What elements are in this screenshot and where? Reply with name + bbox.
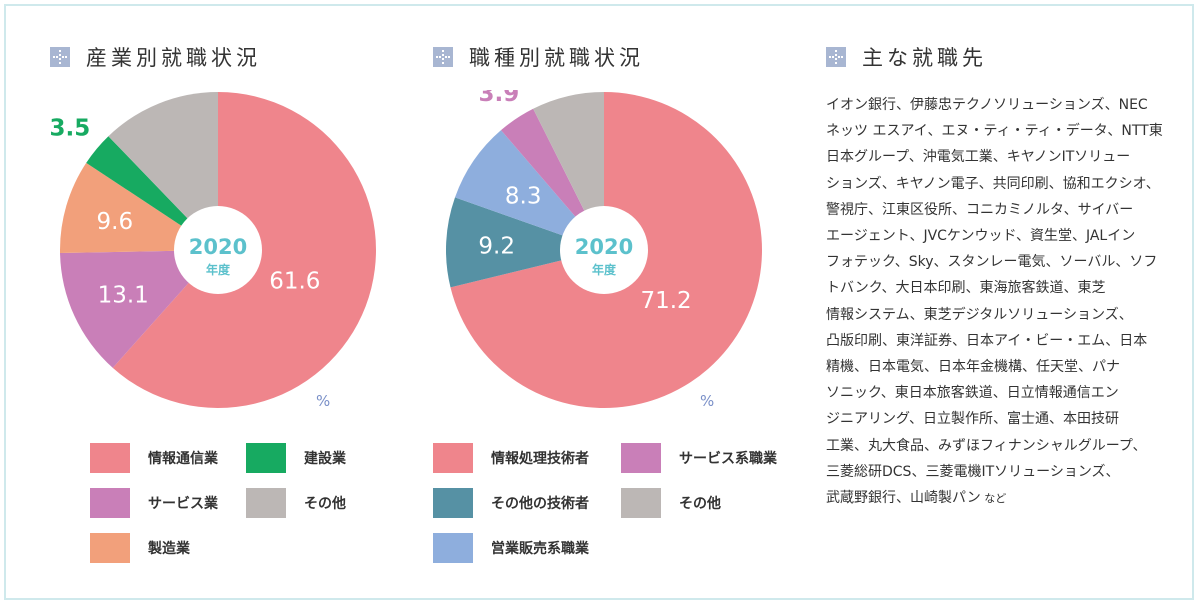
legend-label: その他の技術者 bbox=[491, 496, 589, 512]
legend-swatch bbox=[433, 533, 473, 563]
legend-item: 情報通信業 bbox=[90, 443, 218, 473]
pie-value-label: 8.3 bbox=[505, 184, 542, 210]
pie-value-label: 61.6 bbox=[269, 268, 320, 294]
industry-pie-chart: 61.6 13.1 9.6 3.5 2020 年度 bbox=[50, 92, 376, 409]
legend-label: 情報通信業 bbox=[148, 451, 218, 467]
pie-slice-1 bbox=[445, 197, 604, 288]
employers-line: 日本グループ、沖電気工業、キヤノンITソリュー bbox=[826, 149, 1131, 166]
legend-label: 営業販売系職業 bbox=[491, 541, 589, 557]
legend-swatch bbox=[433, 443, 473, 473]
occupation-pie-chart: 71.2 9.2 8.3 3.9 2020 年度 bbox=[445, 90, 762, 408]
employers-line: 三菱総研DCS、三菱電機ITソリューションズ、 bbox=[826, 463, 1120, 480]
legend-item: 情報処理技術者 bbox=[433, 443, 589, 473]
employers-line: 情報システム、東芝デジタルソリューションズ、 bbox=[826, 306, 1133, 323]
industry-section-title: 産業別就職状況 bbox=[86, 46, 261, 70]
legend-swatch bbox=[433, 488, 473, 518]
industry-section-header: 産業別就職状況 bbox=[50, 42, 261, 72]
employers-line: 精機、日本電気、日本年金機構、任天堂、パナ bbox=[826, 359, 1120, 376]
legend-item: その他 bbox=[246, 488, 346, 518]
legend-swatch bbox=[246, 443, 286, 473]
pie-slice-1 bbox=[60, 250, 218, 368]
employers-line: ジニアリング、日立製作所、富士通、本田技研 bbox=[826, 411, 1120, 428]
employers-line: トバンク、大日本印刷、東海旅客鉄道、東芝 bbox=[826, 280, 1106, 297]
legend-swatch bbox=[90, 488, 130, 518]
pie-value-label: 9.2 bbox=[478, 234, 515, 260]
employers-line: ションズ、キヤノン電子、共同印刷、協和エクシオ、 bbox=[826, 175, 1160, 192]
pie-center-circle bbox=[174, 206, 262, 294]
employers-section-header: 主な就職先 bbox=[826, 42, 987, 72]
employers-line: フォテック、Sky、スタンレー電気、ソーバル、ソフ bbox=[826, 254, 1158, 271]
pie-center-year: 2020 bbox=[575, 235, 633, 259]
legend-label: サービス系職業 bbox=[679, 451, 777, 467]
employers-line: 凸版印刷、東洋証券、日本アイ・ビー・エム、日本 bbox=[826, 332, 1148, 349]
industry-unit-label: % bbox=[316, 392, 331, 410]
pie-value-label: 3.5 bbox=[50, 116, 91, 142]
occupation-section-title: 職種別就職状況 bbox=[469, 46, 644, 70]
legend-label: 建設業 bbox=[304, 451, 346, 467]
page-frame bbox=[4, 4, 1194, 600]
legend-item: 営業販売系職業 bbox=[433, 533, 589, 563]
pie-center-sublabel: 年度 bbox=[592, 262, 617, 277]
legend-swatch bbox=[90, 443, 130, 473]
legend-swatch bbox=[621, 488, 661, 518]
employers-line: エージェント、JVCケンウッド、資生堂、JALイン bbox=[826, 228, 1136, 245]
pie-slice-2 bbox=[60, 162, 218, 253]
pie-slice-2 bbox=[455, 130, 604, 250]
legend-item: 建設業 bbox=[246, 443, 346, 473]
occupation-section-header: 職種別就職状況 bbox=[433, 42, 644, 72]
legend-item: 製造業 bbox=[90, 533, 190, 563]
pie-value-label: 3.9 bbox=[479, 90, 520, 107]
arrow-dots-icon bbox=[50, 47, 70, 67]
employers-section-title: 主な就職先 bbox=[862, 46, 987, 70]
legend-swatch bbox=[246, 488, 286, 518]
occupation-unit-label: % bbox=[700, 392, 715, 410]
pie-center-year: 2020 bbox=[189, 235, 247, 259]
pie-value-label: 13.1 bbox=[98, 283, 149, 309]
pie-center-sublabel: 年度 bbox=[206, 262, 231, 277]
legend-label: その他 bbox=[679, 496, 721, 512]
arrow-dots-icon bbox=[826, 47, 846, 67]
legend-label: 製造業 bbox=[148, 541, 190, 557]
employers-list: イオン銀行、伊藤忠テクノソリューションズ、NEC ネッツ エスアイ、エヌ・ティ・テ… bbox=[826, 92, 1166, 512]
employers-suffix: など bbox=[980, 492, 1007, 506]
legend-item: サービス業 bbox=[90, 488, 218, 518]
pie-value-label: 9.6 bbox=[97, 209, 134, 235]
employers-line: ネッツ エスアイ、エヌ・ティ・ティ・データ、NTT東 bbox=[826, 123, 1163, 140]
employers-line: 警視庁、江東区役所、コニカミノルタ、サイバー bbox=[826, 201, 1134, 218]
legend-item: その他の技術者 bbox=[433, 488, 589, 518]
legend-item: サービス系職業 bbox=[621, 443, 777, 473]
legend-swatch bbox=[621, 443, 661, 473]
employers-line: イオン銀行、伊藤忠テクノソリューションズ、NEC bbox=[826, 97, 1148, 113]
pie-center-circle bbox=[560, 206, 648, 294]
pie-value-label: 71.2 bbox=[640, 288, 691, 314]
legend-item: その他 bbox=[621, 488, 721, 518]
legend-label: サービス業 bbox=[148, 496, 218, 512]
employers-line: ソニック、東日本旅客鉄道、日立情報通信エン bbox=[826, 385, 1119, 402]
employers-line: 武蔵野銀行、山崎製パン など bbox=[826, 490, 1007, 507]
legend-label: 情報処理技術者 bbox=[491, 451, 589, 467]
pie-slice-4 bbox=[108, 92, 218, 250]
legend-swatch bbox=[90, 533, 130, 563]
employers-line: 工業、丸大食品、みずほフィナンシャルグループ、 bbox=[826, 437, 1147, 454]
arrow-dots-icon bbox=[433, 47, 453, 67]
legend-label: その他 bbox=[304, 496, 346, 512]
